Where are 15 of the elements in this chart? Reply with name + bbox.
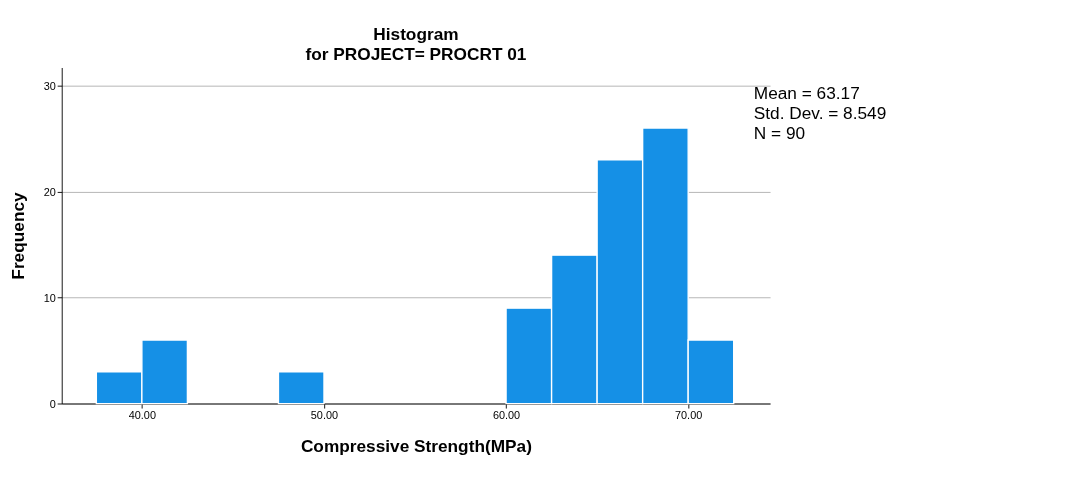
x-tick-label: 60.00 [492,408,521,421]
y-tick-label: 20 [43,185,56,198]
chart-subtitle: for PROJECT= PROCRT 01 [305,44,527,65]
annotation: Mean = 63.17 [753,83,860,104]
chart-title: Histogram [373,24,459,45]
annotation: N = 90 [753,123,806,144]
x-axis-title: Compressive Strength(MPa) [300,436,532,457]
y-tick-label: 0 [49,397,56,410]
annotation: Std. Dev. = 8.549 [753,103,887,124]
x-tick-label: 70.00 [675,408,703,421]
y-tick-label: 30 [43,79,56,92]
x-tick-label: 50.00 [310,408,339,421]
y-tick-label: 10 [43,291,56,304]
x-tick-label: 40.00 [128,408,156,421]
y-axis-title: Frequency [7,191,28,280]
